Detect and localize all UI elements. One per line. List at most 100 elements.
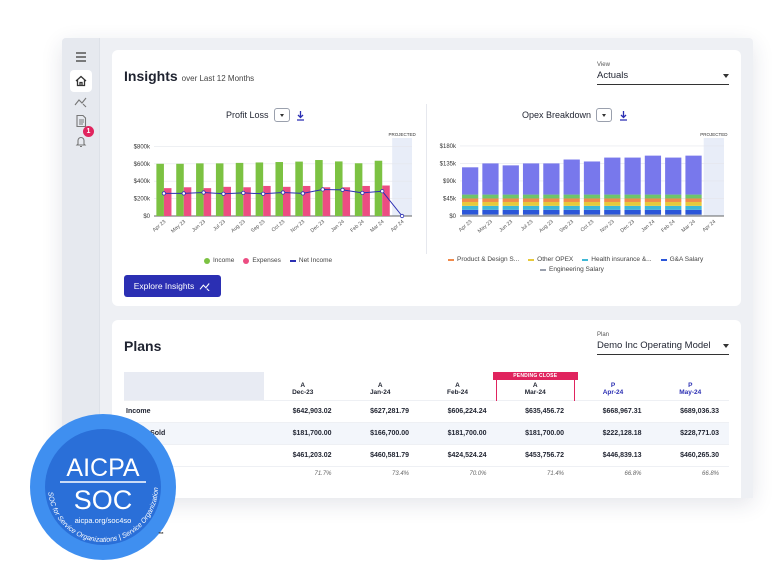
income-bar — [275, 162, 283, 216]
expenses-bar — [163, 188, 172, 216]
opex-bar-segment — [563, 198, 580, 202]
expenses-bar — [263, 185, 271, 216]
legend-item[interactable]: Engineering Salary — [540, 266, 604, 273]
table-cell: 66.8% — [651, 466, 729, 481]
opex-bar-segment — [502, 201, 519, 206]
opex-bar-segment — [604, 209, 621, 215]
explore-insights-button[interactable]: Explore Insights — [124, 275, 221, 297]
column-type: A — [532, 382, 538, 389]
document-icon[interactable] — [70, 110, 92, 132]
table-cell: $642,903.02 — [264, 400, 342, 423]
opex-bar-segment — [644, 201, 662, 206]
table-row[interactable]: Goods Sold$181,700.00$166,700.00$181,700… — [124, 422, 729, 445]
income-bar — [315, 160, 323, 216]
opex-bar-segment — [522, 198, 540, 202]
legend-item[interactable]: Other OPEX — [528, 256, 573, 263]
legend-item[interactable]: Health insurance &... — [582, 256, 652, 263]
menu-icon[interactable] — [70, 46, 92, 68]
legend-item[interactable]: G&A Salary — [660, 256, 704, 263]
opex-bar-segment — [502, 194, 519, 199]
download-icon[interactable] — [617, 108, 629, 122]
table-cell: $181,700.00 — [419, 422, 497, 445]
download-icon[interactable] — [295, 108, 307, 122]
expenses-bar — [322, 187, 331, 216]
badge-inner — [45, 429, 161, 545]
x-tick-label: Apr 23 — [458, 219, 474, 233]
x-tick-label: Jul 23 — [520, 219, 535, 233]
plan-value[interactable]: Demo Inc Operating Model — [597, 338, 729, 355]
opex-bar-segment — [685, 201, 702, 206]
income-bar — [334, 161, 343, 216]
profit-loss-dropdown[interactable] — [273, 108, 290, 122]
opex-bar-segment — [665, 214, 682, 216]
x-tick-label: Feb 24 — [660, 219, 676, 234]
table-row[interactable]: Income $642,903.02 $627,281.79 $606,224.24 $… — [124, 400, 729, 423]
table-cell: 73.4% — [341, 466, 419, 481]
x-tick-label: Mar 24 — [681, 219, 697, 234]
chevron-down-icon — [279, 113, 284, 117]
opex-bar-segment — [482, 209, 499, 215]
opex-bar-segment — [644, 155, 662, 195]
x-tick-label: Jul 23 — [212, 219, 227, 233]
opex-bar-segment — [604, 198, 621, 202]
y-tick-label: $0 — [449, 214, 456, 220]
x-tick-label: Feb 24 — [349, 219, 365, 234]
income-bar — [255, 162, 264, 216]
opex-title: Opex Breakdown — [522, 110, 592, 120]
legend-label: G&A Salary — [669, 256, 704, 263]
plans-title: Plans — [124, 338, 162, 354]
column-month: Jan-24 — [369, 389, 391, 396]
opex-dropdown[interactable] — [596, 108, 613, 122]
table-row[interactable]: 71.7% 73.4% 70.0% 71.4% 66.8% 66.8% — [124, 466, 729, 481]
opex-bar-segment — [644, 214, 662, 216]
insights-icon — [199, 283, 210, 291]
income-bar — [235, 162, 244, 216]
plans-card: Plans Plan Demo Inc Operating Model A Dec… — [112, 320, 741, 498]
net-income-point — [161, 191, 167, 196]
plan-select[interactable]: Plan Demo Inc Operating Model — [597, 332, 729, 355]
table-cell: 70.0% — [419, 466, 497, 481]
table-row[interactable]: $461,203.02 $460,581.79 $424,524.24 $453,75… — [124, 444, 729, 467]
x-tick-label: May 23 — [170, 219, 187, 235]
legend-item[interactable]: Product & Design S... — [448, 256, 519, 263]
opex-bar-segment — [685, 205, 702, 210]
expenses-bar — [382, 185, 390, 216]
view-select[interactable]: View Actuals — [597, 62, 729, 85]
opex-bar-segment — [482, 201, 499, 206]
opex-bar-segment — [644, 198, 662, 202]
y-tick-label: $0 — [143, 214, 150, 220]
y-tick-label: $800k — [134, 144, 151, 150]
x-tick-label: Dec 23 — [310, 219, 327, 234]
y-tick-label: $400k — [134, 179, 151, 185]
column-type: A — [300, 382, 306, 389]
x-tick-label: Jan 24 — [640, 219, 656, 234]
income-bar — [215, 163, 224, 216]
x-tick-label: Oct 23 — [271, 219, 287, 233]
insights-icon[interactable] — [70, 90, 92, 112]
plans-table: A Dec-23 A Jan-24 A Feb-24 PENDING CLOSE A Mar-2… — [124, 372, 729, 481]
legend-label: Health insurance &... — [591, 256, 652, 263]
legend-item[interactable]: Expenses — [243, 257, 281, 264]
opex-bar-segment — [624, 198, 641, 202]
opex-legend: Product & Design S... Other OPEX Health in… — [448, 256, 728, 273]
legend-item[interactable]: Net Income — [289, 257, 332, 264]
opex-bar-segment — [624, 201, 641, 206]
table-cell: $461,203.02 — [264, 444, 342, 467]
home-icon[interactable] — [70, 70, 92, 92]
opex-bar-segment — [522, 209, 540, 215]
bell-icon[interactable] — [70, 130, 92, 152]
opex-bar-segment — [482, 194, 499, 199]
column-header-may-24: P May-24 — [652, 372, 730, 401]
expenses-bar — [243, 187, 251, 216]
opex-bar-segment — [583, 194, 601, 199]
expenses-bar — [223, 186, 232, 216]
opex-bar-segment — [583, 214, 601, 216]
table-header-row: A Dec-23 A Jan-24 A Feb-24 PENDING CLOSE A Mar-2… — [124, 372, 729, 401]
opex-bar-segment — [522, 205, 540, 210]
view-value[interactable]: Actuals — [597, 68, 729, 85]
legend-label: Product & Design S... — [457, 256, 520, 263]
x-tick-label: Dec 23 — [619, 219, 636, 234]
legend-item[interactable]: Income — [204, 257, 234, 264]
table-cell: $453,756.72 — [496, 444, 574, 467]
net-income-point — [360, 190, 365, 196]
